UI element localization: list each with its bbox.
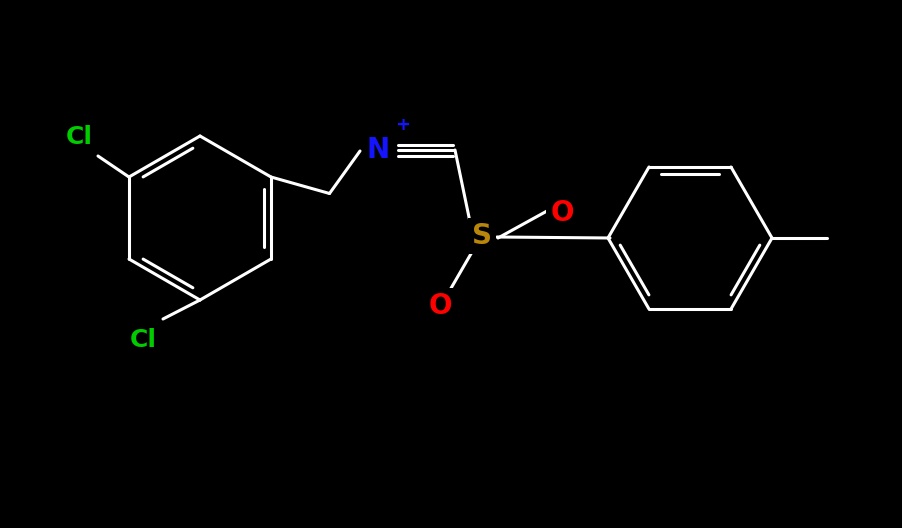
Text: O: O — [550, 199, 574, 227]
Text: S: S — [472, 222, 492, 250]
Text: Cl: Cl — [130, 328, 157, 352]
Text: Cl: Cl — [66, 125, 93, 149]
Text: +: + — [395, 116, 410, 134]
Text: O: O — [428, 292, 452, 320]
Text: N: N — [366, 136, 390, 164]
